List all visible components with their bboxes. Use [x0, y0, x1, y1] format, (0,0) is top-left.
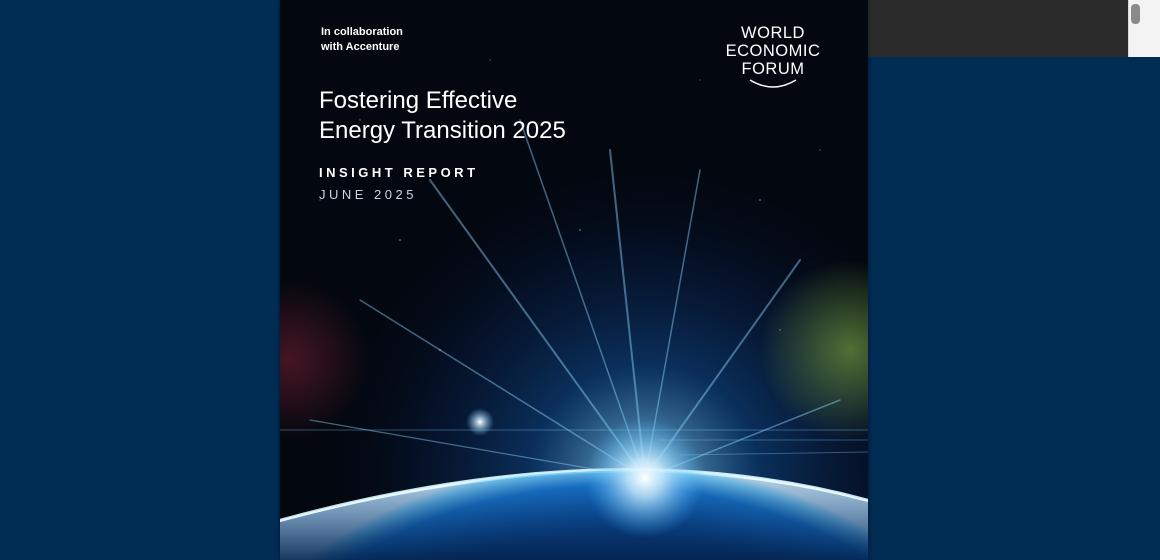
viewer-toolbar-strip [868, 0, 1128, 57]
report-type: INSIGHT REPORT [319, 165, 479, 180]
logo-line-economic: ECONOMIC [725, 42, 821, 60]
logo-line-world: WORLD [741, 24, 805, 42]
collaboration-line-2: with Accenture [321, 41, 400, 53]
scrollbar-thumb[interactable] [1131, 4, 1140, 24]
report-title-line-2: Energy Transition 2025 [319, 117, 566, 144]
report-title: Fostering Effective Energy Transition 20… [319, 86, 739, 146]
report-title-line-1: Fostering Effective [319, 87, 518, 114]
logo-line-forum: FORUM [741, 60, 805, 78]
logo-arc-icon [749, 79, 797, 88]
world-economic-forum-logo: WORLD ECONOMIC FORUM [708, 24, 838, 96]
earth-sunrise-image [280, 0, 868, 560]
collaboration-credit: In collaboration with Accenture [321, 25, 461, 55]
report-date: JUNE 2025 [319, 187, 417, 202]
document-cover-page: In collaboration with Accenture WORLD EC… [280, 0, 868, 560]
collaboration-line-1: In collaboration [321, 26, 403, 38]
